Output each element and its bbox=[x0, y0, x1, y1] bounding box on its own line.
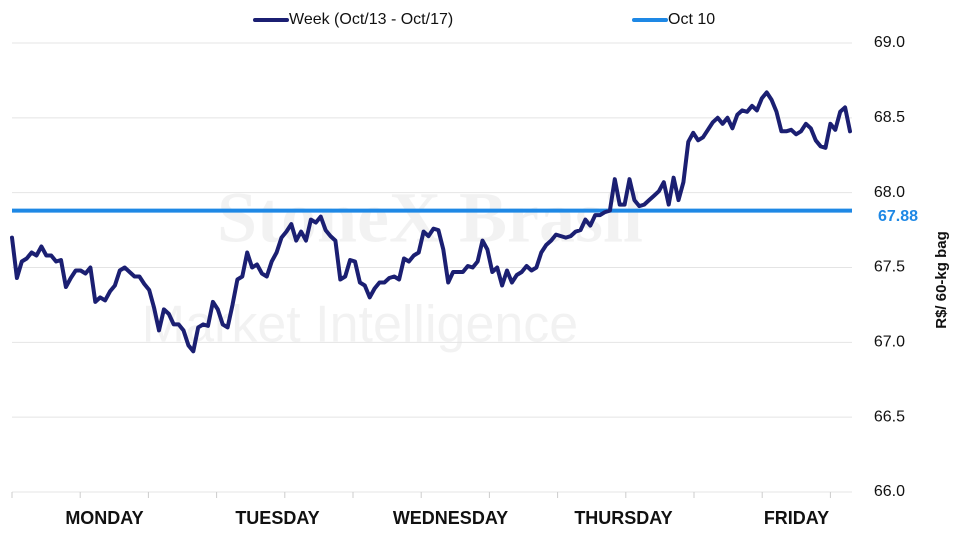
y-tick-label: 67.0 bbox=[874, 334, 905, 351]
legend-label: Week (Oct/13 - Oct/17) bbox=[289, 11, 453, 28]
y-tick-label: 68.0 bbox=[874, 184, 905, 201]
reference-label: 67.88 bbox=[878, 208, 918, 225]
x-tick-label: THURSDAY bbox=[574, 508, 672, 528]
x-tick-label: WEDNESDAY bbox=[393, 508, 508, 528]
watermark: StoneX Brasil bbox=[217, 178, 643, 258]
x-tick-label: TUESDAY bbox=[235, 508, 319, 528]
x-tick-label: MONDAY bbox=[65, 508, 143, 528]
y-tick-label: 66.5 bbox=[874, 408, 905, 425]
series-line bbox=[10, 90, 852, 354]
legend-label: Oct 10 bbox=[668, 11, 715, 28]
y-tick-label: 66.0 bbox=[874, 483, 905, 500]
y-tick-label: 67.5 bbox=[874, 259, 905, 276]
x-tick-label: FRIDAY bbox=[764, 508, 829, 528]
y-axis-label: R$/ 60-kg bag bbox=[933, 231, 950, 329]
y-tick-label: 68.5 bbox=[874, 109, 905, 126]
y-tick-label: 69.0 bbox=[874, 34, 905, 51]
